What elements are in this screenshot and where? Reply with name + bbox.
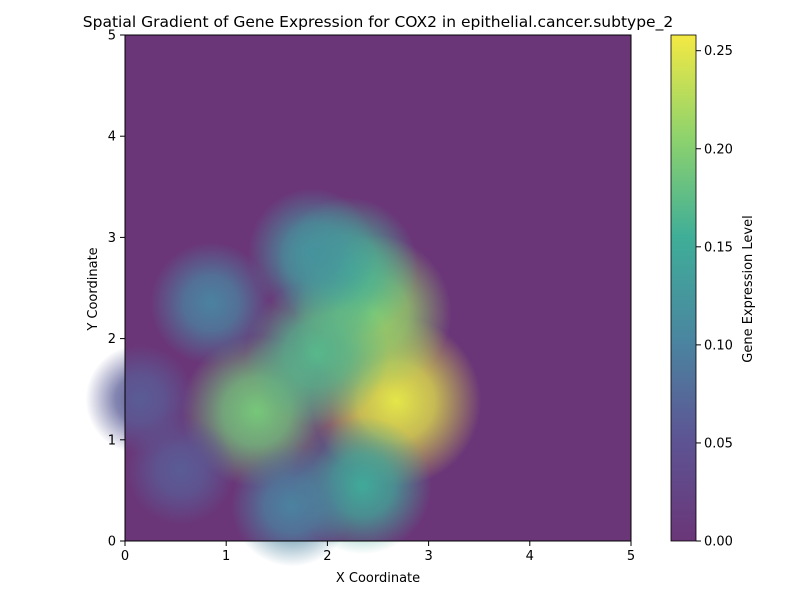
- x-axis-label: X Coordinate: [336, 571, 420, 586]
- colorbar-tick-label: 0.25: [704, 44, 733, 59]
- x-tick-label: 0: [121, 549, 129, 564]
- heatmap-area: [85, 34, 632, 567]
- y-tick-label: 2: [108, 332, 116, 347]
- colorbar-tick-label: 0.15: [704, 240, 733, 255]
- y-tick-label: 3: [108, 231, 116, 246]
- expression-hotspot: [150, 242, 273, 365]
- expression-hotspot: [248, 188, 377, 317]
- expression-hotspot: [245, 281, 390, 426]
- colorbar-tick-label: 0.10: [704, 338, 733, 353]
- plot-frame: [124, 34, 632, 542]
- expression-hotspot: [230, 444, 353, 567]
- colorbar-label: Gene Expression Level: [741, 215, 756, 362]
- colorbar-tick-label: 0.05: [704, 436, 733, 451]
- x-tick-label: 4: [526, 549, 534, 564]
- colorbar-tick-label: 0.20: [704, 142, 733, 157]
- colorbar-tick-label: 0.00: [704, 535, 733, 550]
- x-tick-label: 2: [323, 549, 331, 564]
- x-tick-label: 5: [627, 549, 635, 564]
- x-tick-label: 3: [424, 549, 432, 564]
- y-tick-label: 4: [108, 130, 116, 145]
- colorbar: [670, 34, 697, 542]
- y-axis-label: Y Coordinate: [86, 247, 101, 331]
- y-axis-ticks: 0 1 2 3 4 5: [108, 29, 125, 550]
- colorbar-ticks: 0.00 0.05 0.10 0.15 0.20 0.25: [696, 44, 733, 550]
- hotspot-layer: [85, 188, 482, 567]
- x-tick-label: 1: [222, 549, 230, 564]
- y-tick-label: 5: [108, 29, 116, 44]
- expression-hotspot: [85, 344, 195, 454]
- y-tick-label: 1: [108, 433, 116, 448]
- chart-title: Spatial Gradient of Gene Expression for …: [83, 13, 673, 32]
- x-axis-ticks: 0 1 2 3 4 5: [121, 541, 635, 564]
- y-tick-label: 0: [108, 535, 116, 550]
